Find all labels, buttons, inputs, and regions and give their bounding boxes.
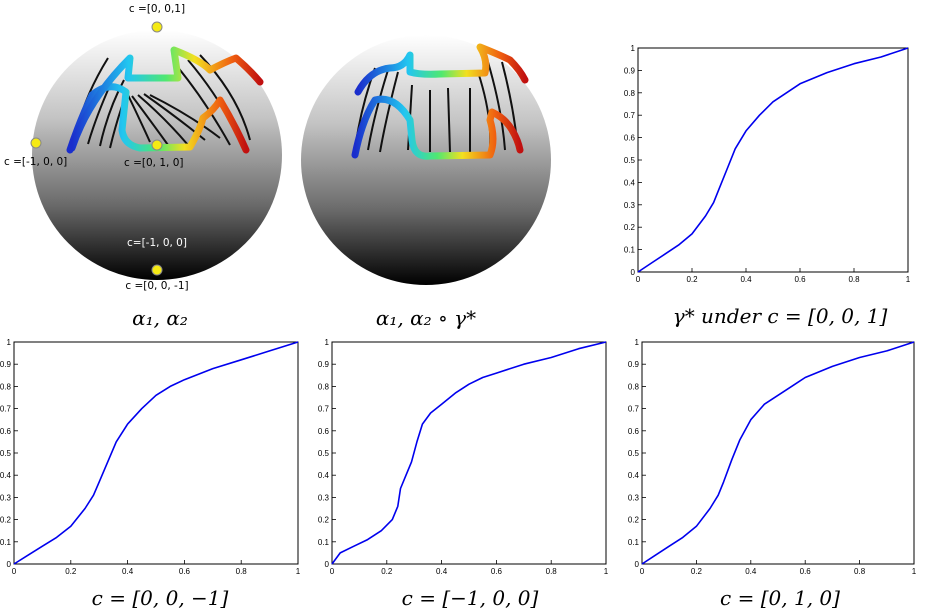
y-tick-label: 0.2 [624, 223, 636, 232]
y-tick-label: 0.8 [624, 89, 636, 98]
x-tick-label: 0.4 [122, 567, 134, 576]
y-tick-label: 0 [631, 268, 636, 277]
caption-sphere-left: α₁, α₂ [132, 306, 188, 330]
y-tick-label: 1 [631, 44, 636, 53]
marker-bottom [151, 264, 163, 276]
y-tick-label: 0.2 [0, 516, 12, 525]
y-tick-label: 0.3 [628, 493, 640, 502]
x-tick-label: 0.4 [745, 567, 757, 576]
label-bottom-inner: c=[-1, 0, 0] [127, 237, 187, 249]
y-tick-label: 0.8 [318, 382, 330, 391]
marker-center [151, 139, 163, 151]
label-center: c =[0, 1, 0] [124, 157, 184, 169]
x-tick-label: 0.4 [740, 275, 752, 284]
x-tick-label: 0.2 [691, 567, 703, 576]
caption-plot-c-00m1: c = [0, 0, −1] [91, 586, 229, 610]
x-tick-label: 0.6 [794, 275, 806, 284]
y-tick-label: 0.5 [318, 449, 330, 458]
sphere-left: c =[0, 0,1] c =[-1, 0, 0] c =[0, 1, 0] c… [4, 3, 282, 292]
y-tick-label: 1 [635, 338, 640, 347]
x-tick-label: 0.8 [848, 275, 860, 284]
y-tick-label: 0.5 [0, 449, 12, 458]
y-tick-label: 0.7 [624, 111, 636, 120]
y-tick-label: 0 [7, 560, 12, 569]
sphere-figures: c =[0, 0,1] c =[-1, 0, 0] c =[0, 1, 0] c… [4, 3, 551, 292]
y-tick-label: 0.5 [628, 449, 640, 458]
y-tick-label: 0.7 [628, 405, 640, 414]
y-tick-label: 0.6 [318, 427, 330, 436]
y-tick-label: 0.9 [628, 360, 640, 369]
y-tick-label: 1 [325, 338, 330, 347]
series-line [637, 47, 909, 273]
x-tick-label: 0.4 [436, 567, 448, 576]
x-tick-label: 0.6 [491, 567, 503, 576]
x-tick-label: 0.8 [236, 567, 248, 576]
plot-c-001: 0 0.2 0.4 0.6 0.8 1 0 0.1 0.2 0.3 0.4 0.5 0.6 0.7 0.8 0… [624, 44, 911, 284]
series-line [641, 341, 915, 565]
x-tick-label: 0 [12, 567, 17, 576]
y-tick-label: 0.7 [0, 405, 12, 414]
label-top: c =[0, 0,1] [129, 3, 185, 15]
x-tick-label: 0.6 [800, 567, 812, 576]
y-tick-label: 0.7 [318, 405, 330, 414]
y-tick-label: 0.1 [0, 538, 12, 547]
x-tick-label: 0.6 [179, 567, 191, 576]
x-tick-label: 0.2 [381, 567, 393, 576]
y-tick-label: 0.3 [318, 493, 330, 502]
x-tick-label: 0.2 [686, 275, 698, 284]
label-bottom: c =[0, 0, -1] [125, 280, 188, 292]
y-tick-label: 0 [635, 560, 640, 569]
plot-c-010: 0 0.2 0.4 0.6 0.8 1 0 0.1 0.2 0.3 0.4 0.5 0.6 0.7 0.8 0… [628, 338, 917, 576]
x-tick-label: 0.8 [546, 567, 558, 576]
y-tick-label: 1 [7, 338, 12, 347]
y-tick-label: 0.8 [628, 382, 640, 391]
caption-sphere-right: α₁, α₂ ∘ γ* [375, 306, 477, 330]
y-tick-label: 0.6 [624, 134, 636, 143]
x-tick-label: 0.2 [65, 567, 77, 576]
x-tick-label: 1 [912, 567, 917, 576]
y-tick-label: 0.4 [628, 471, 640, 480]
x-tick-label: 0 [636, 275, 641, 284]
plot-c-00m1: 0 0.2 0.4 0.6 0.8 1 0 0.1 0.2 0.3 0.4 0.5 0.6 0.7 0.8 0… [0, 338, 301, 576]
caption-plot-c-m100: c = [−1, 0, 0] [401, 586, 539, 610]
y-tick-label: 0.3 [0, 493, 12, 502]
y-tick-label: 0.9 [624, 66, 636, 75]
y-tick-label: 0.5 [624, 156, 636, 165]
label-left: c =[-1, 0, 0] [4, 156, 67, 168]
plot-frame [331, 341, 607, 565]
y-tick-label: 0 [325, 560, 330, 569]
y-tick-label: 0.1 [624, 246, 636, 255]
caption-plot-c-001: γ* under c = [0, 0, 1] [672, 304, 888, 328]
x-tick-label: 1 [906, 275, 911, 284]
x-tick-label: 1 [296, 567, 301, 576]
sphere-right [301, 35, 551, 285]
series-line [13, 341, 299, 565]
y-tick-label: 0.6 [0, 427, 12, 436]
x-tick-label: 0.8 [854, 567, 866, 576]
plot-frame [641, 341, 915, 565]
marker-left [30, 137, 42, 149]
y-tick-label: 0.3 [624, 201, 636, 210]
x-tick-label: 0 [330, 567, 335, 576]
x-tick-label: 1 [604, 567, 609, 576]
plot-frame [13, 341, 299, 565]
plot-c-m100: 0 0.2 0.4 0.6 0.8 1 0 0.1 0.2 0.3 0.4 0.5 0.6 0.7 0.8 0… [318, 338, 609, 576]
plot-frame [637, 47, 909, 273]
y-tick-label: 0.2 [318, 516, 330, 525]
x-tick-label: 0 [640, 567, 645, 576]
y-tick-label: 0.4 [318, 471, 330, 480]
caption-plot-c-010: c = [0, 1, 0] [720, 586, 840, 610]
y-tick-label: 0.9 [318, 360, 330, 369]
y-tick-label: 0.6 [628, 427, 640, 436]
y-tick-label: 0.9 [0, 360, 12, 369]
y-tick-label: 0.1 [318, 538, 330, 547]
series-line [331, 341, 607, 565]
y-tick-label: 0.8 [0, 382, 12, 391]
y-tick-label: 0.1 [628, 538, 640, 547]
marker-top [151, 21, 163, 33]
y-tick-label: 0.4 [624, 178, 636, 187]
y-tick-label: 0.2 [628, 516, 640, 525]
y-tick-label: 0.4 [0, 471, 12, 480]
